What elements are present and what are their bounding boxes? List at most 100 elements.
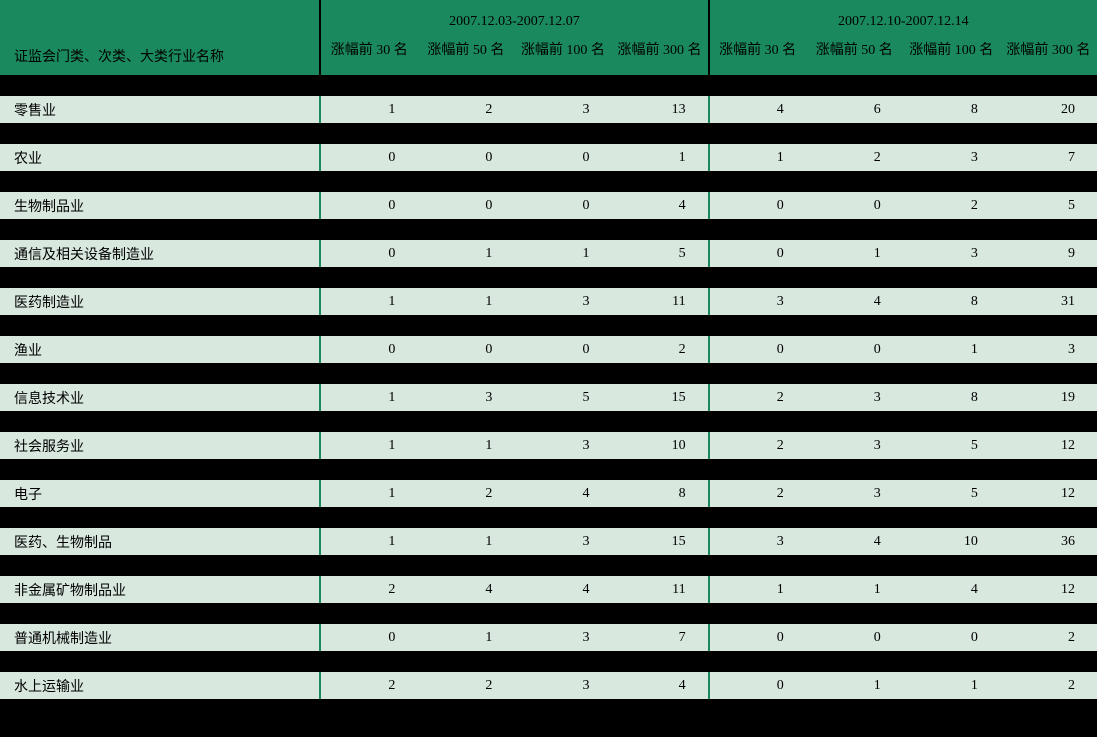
cell-value: 0	[709, 240, 806, 268]
cell-value: 0	[417, 192, 514, 220]
cell-value: 13	[611, 96, 708, 124]
table-row: 水上运输业22340112	[0, 672, 1097, 700]
row-name: 非金属矿物制品业	[0, 576, 320, 604]
cell-value: 2	[417, 480, 514, 508]
table-row: 非金属矿物制品业2441111412	[0, 576, 1097, 604]
cell-value: 4	[514, 480, 611, 508]
cell-value: 0	[903, 624, 1000, 652]
cell-value: 0	[514, 144, 611, 172]
cell-value: 6	[806, 96, 903, 124]
cell-value: 7	[1000, 144, 1097, 172]
row-gap	[0, 412, 1097, 432]
cell-value: 1	[806, 576, 903, 604]
cell-value: 5	[903, 432, 1000, 460]
cell-value: 11	[611, 576, 708, 604]
cell-value: 1	[320, 480, 417, 508]
cell-value: 1	[417, 240, 514, 268]
cell-value: 3	[1000, 336, 1097, 364]
cell-value: 4	[514, 576, 611, 604]
cell-value: 4	[903, 576, 1000, 604]
period-1-header: 2007.12.03-2007.12.07	[320, 0, 708, 32]
industry-rank-table: 2007.12.03-2007.12.07 2007.12.10-2007.12…	[0, 0, 1097, 701]
cell-value: 12	[1000, 576, 1097, 604]
row-name: 渔业	[0, 336, 320, 364]
cell-value: 2	[611, 336, 708, 364]
cell-value: 8	[903, 384, 1000, 412]
cell-value: 1	[417, 528, 514, 556]
cell-value: 20	[1000, 96, 1097, 124]
cell-value: 3	[903, 240, 1000, 268]
cell-value: 0	[514, 336, 611, 364]
cell-value: 1	[417, 288, 514, 316]
row-gap	[0, 364, 1097, 384]
cell-value: 3	[806, 432, 903, 460]
cell-value: 2	[1000, 672, 1097, 700]
cell-value: 1	[709, 576, 806, 604]
cell-value: 15	[611, 384, 708, 412]
cell-value: 0	[514, 192, 611, 220]
cell-value: 1	[709, 144, 806, 172]
col-header-p1-50: 涨幅前 50 名	[417, 32, 514, 76]
cell-value: 8	[903, 288, 1000, 316]
cell-value: 2	[320, 672, 417, 700]
cell-value: 2	[903, 192, 1000, 220]
col-header-p1-300: 涨幅前 300 名	[611, 32, 708, 76]
row-name: 通信及相关设备制造业	[0, 240, 320, 268]
cell-value: 8	[611, 480, 708, 508]
cell-value: 12	[1000, 432, 1097, 460]
cell-value: 0	[709, 672, 806, 700]
cell-value: 5	[514, 384, 611, 412]
cell-value: 0	[320, 240, 417, 268]
row-name: 普通机械制造业	[0, 624, 320, 652]
row-name: 电子	[0, 480, 320, 508]
row-name: 生物制品业	[0, 192, 320, 220]
cell-value: 0	[709, 336, 806, 364]
cell-value: 5	[903, 480, 1000, 508]
cell-value: 0	[320, 336, 417, 364]
cell-value: 0	[320, 144, 417, 172]
table-row: 农业00011237	[0, 144, 1097, 172]
cell-value: 1	[320, 528, 417, 556]
col-header-p2-30: 涨幅前 30 名	[709, 32, 806, 76]
cell-value: 3	[514, 432, 611, 460]
table-row: 渔业00020013	[0, 336, 1097, 364]
cell-value: 19	[1000, 384, 1097, 412]
cell-value: 0	[709, 624, 806, 652]
cell-value: 1	[320, 432, 417, 460]
table-header: 2007.12.03-2007.12.07 2007.12.10-2007.12…	[0, 0, 1097, 76]
cell-value: 0	[806, 336, 903, 364]
cell-value: 1	[514, 240, 611, 268]
col-header-p1-30: 涨幅前 30 名	[320, 32, 417, 76]
cell-value: 0	[320, 624, 417, 652]
cell-value: 2	[320, 576, 417, 604]
cell-value: 3	[514, 96, 611, 124]
cell-value: 4	[611, 672, 708, 700]
cell-value: 10	[611, 432, 708, 460]
cell-value: 2	[709, 384, 806, 412]
cell-value: 9	[1000, 240, 1097, 268]
table-row: 电子124823512	[0, 480, 1097, 508]
cell-value: 3	[709, 288, 806, 316]
cell-value: 4	[709, 96, 806, 124]
cell-value: 1	[903, 336, 1000, 364]
row-gap	[0, 268, 1097, 288]
col-header-p2-300: 涨幅前 300 名	[1000, 32, 1097, 76]
table-row: 医药、生物制品11315341036	[0, 528, 1097, 556]
table-row: 普通机械制造业01370002	[0, 624, 1097, 652]
cell-value: 4	[806, 288, 903, 316]
cell-value: 1	[320, 384, 417, 412]
cell-value: 1	[806, 240, 903, 268]
cell-value: 4	[611, 192, 708, 220]
cell-value: 3	[903, 144, 1000, 172]
table-row: 医药制造业1131134831	[0, 288, 1097, 316]
cell-value: 1	[320, 288, 417, 316]
cell-value: 3	[806, 384, 903, 412]
cell-value: 2	[709, 480, 806, 508]
name-column-header: 证监会门类、次类、大类行业名称	[0, 32, 320, 76]
row-gap	[0, 124, 1097, 144]
row-gap	[0, 604, 1097, 624]
cell-value: 0	[709, 192, 806, 220]
cell-value: 11	[611, 288, 708, 316]
period-2-header: 2007.12.10-2007.12.14	[709, 0, 1097, 32]
cell-value: 8	[903, 96, 1000, 124]
